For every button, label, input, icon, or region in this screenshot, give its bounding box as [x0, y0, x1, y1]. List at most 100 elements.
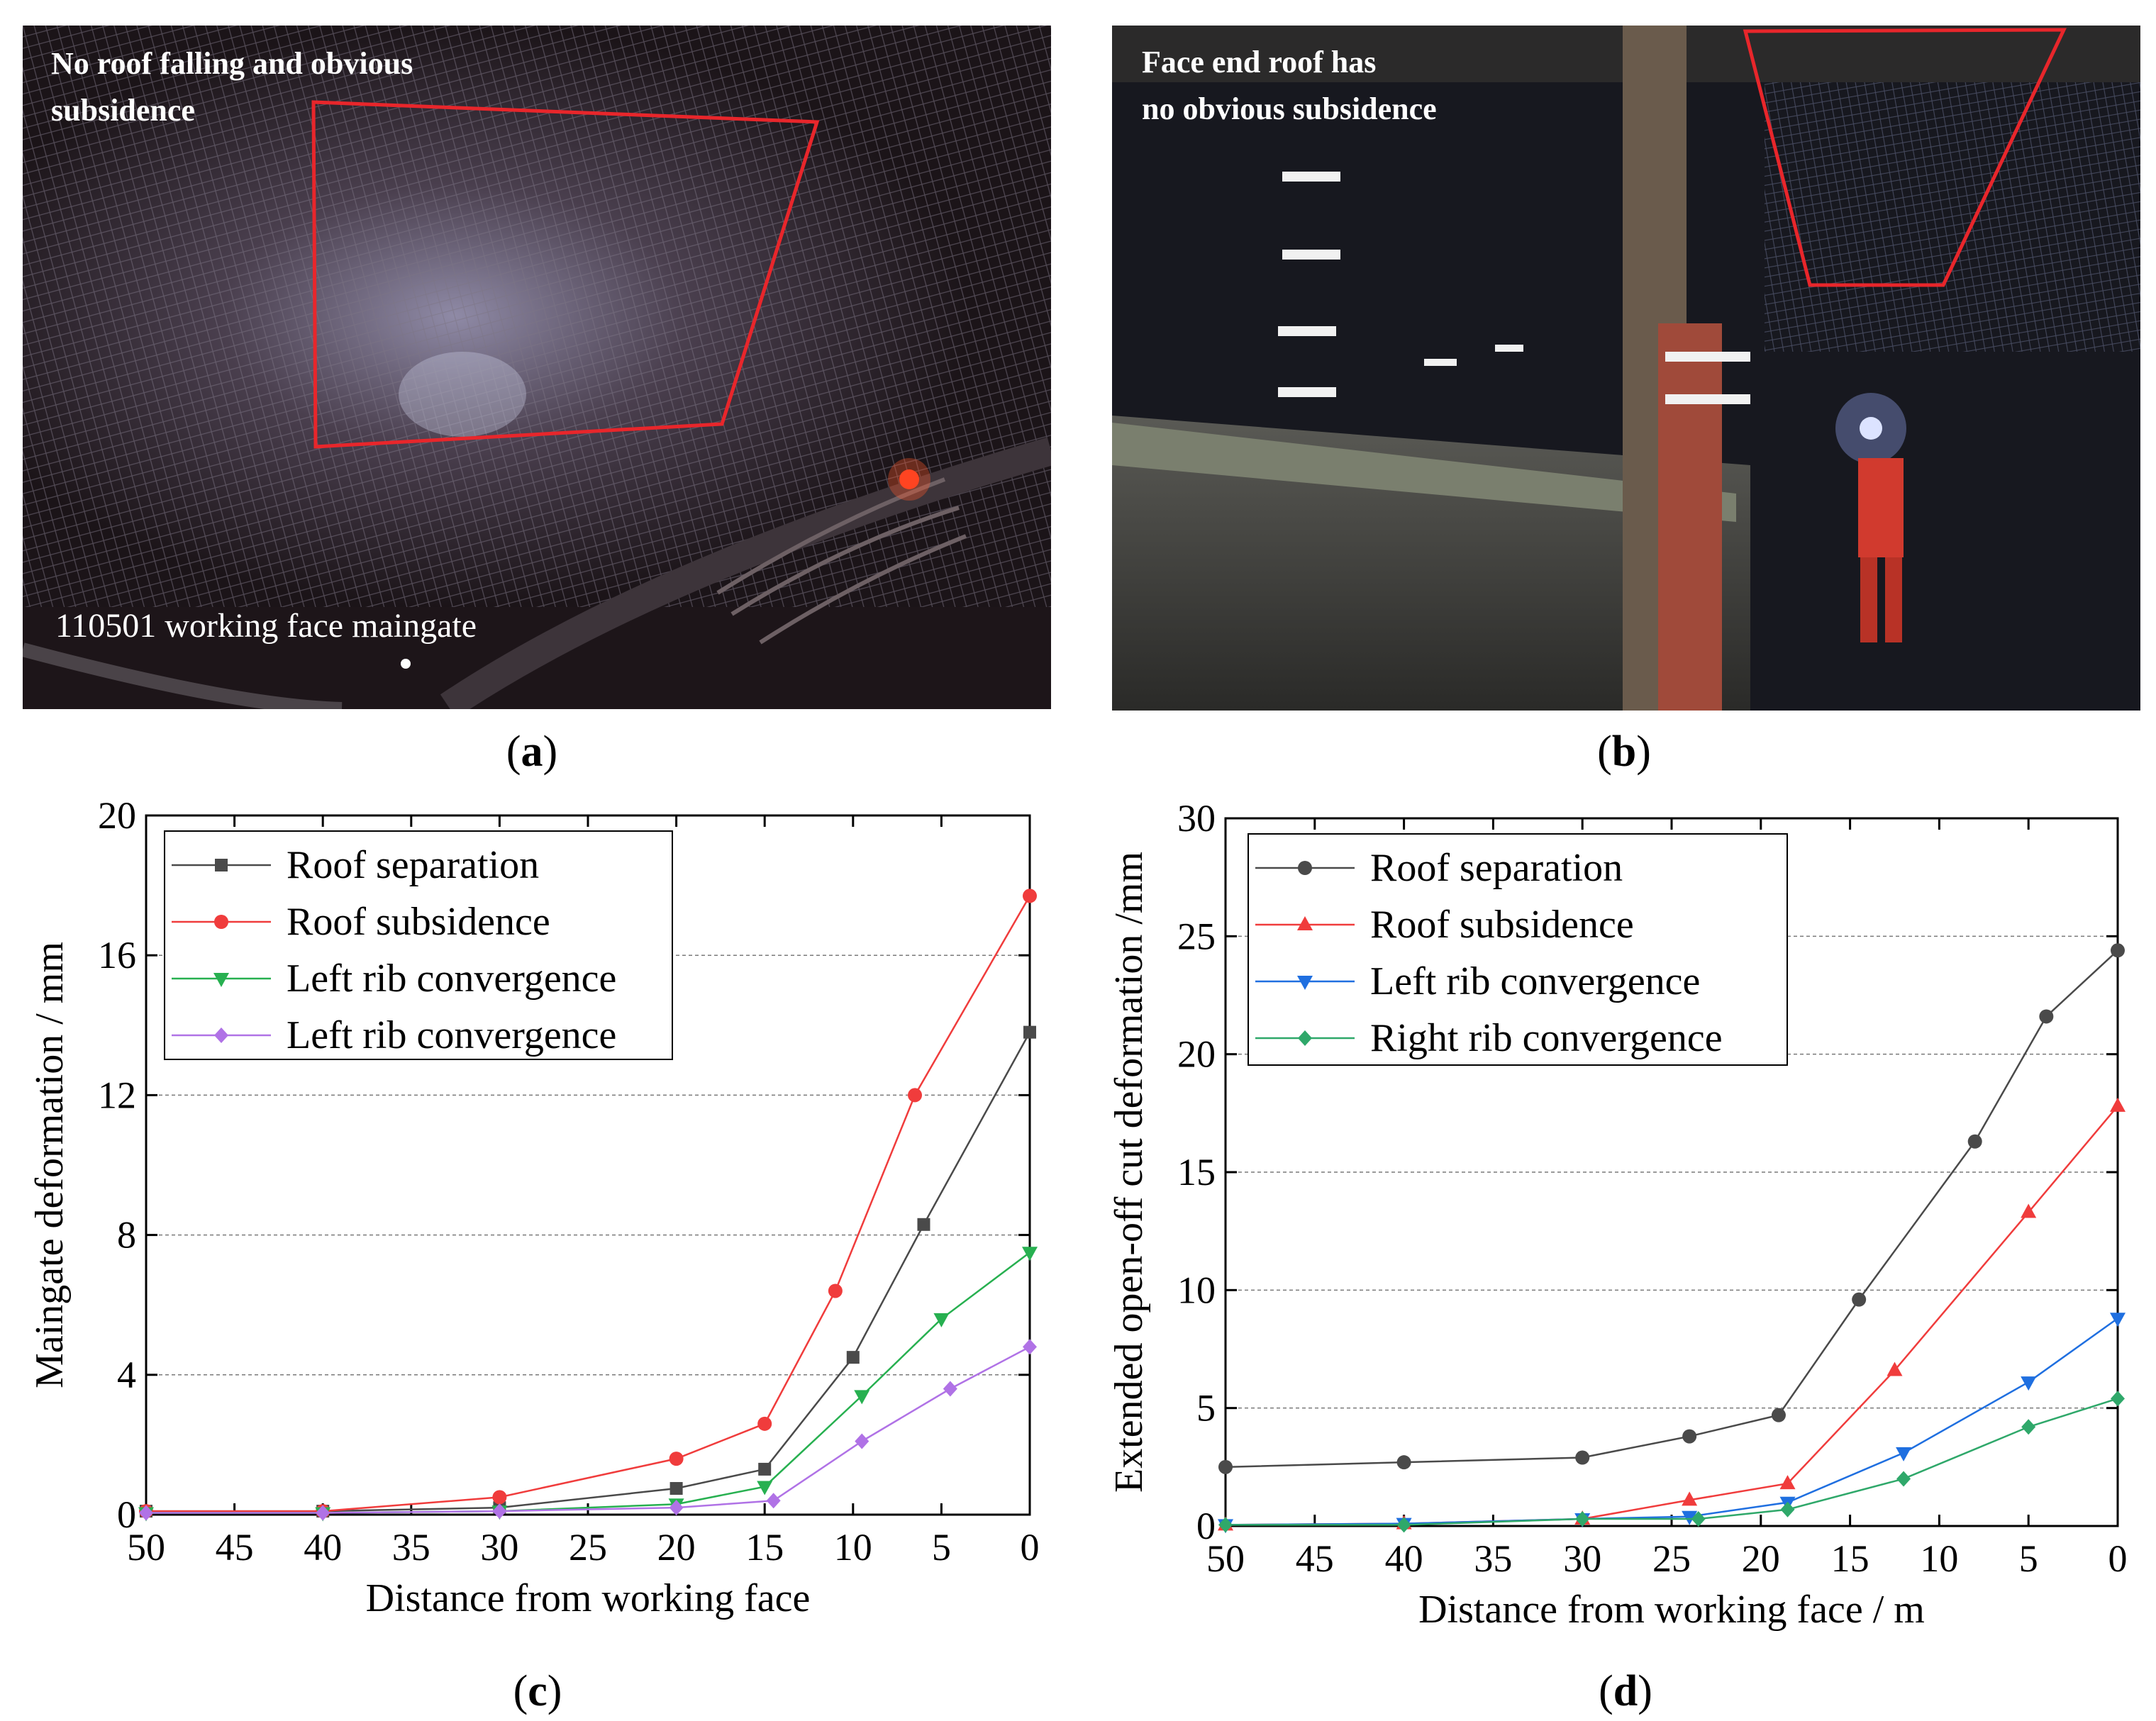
data-point [1022, 1247, 1038, 1261]
x-tick-label: 50 [1206, 1537, 1245, 1580]
data-point [758, 1462, 772, 1476]
highlight-box-b [1743, 28, 2067, 287]
overlay-text-b-line2: no obvious subsidence [1142, 91, 1437, 126]
caption-b-letter: b [1612, 728, 1636, 776]
data-point [316, 1505, 330, 1521]
x-tick-label: 20 [1742, 1537, 1780, 1580]
data-point [1218, 1459, 1233, 1474]
data-point [1691, 1511, 1706, 1527]
photo-panel-a: No roof falling and obvious subsidence 1… [23, 26, 1051, 709]
y-tick-label: 15 [1177, 1151, 1216, 1193]
legend-label: Roof subsidence [1370, 903, 1634, 947]
y-tick-label: 20 [98, 794, 136, 837]
data-point [1682, 1491, 1698, 1506]
series-line-4 [146, 1346, 1030, 1514]
x-tick-label: 10 [1920, 1537, 1958, 1580]
data-point [1967, 1134, 1982, 1149]
data-point [1779, 1475, 1796, 1490]
data-point [1023, 1025, 1036, 1039]
x-tick-label: 40 [1385, 1537, 1423, 1580]
legend-marker [1297, 976, 1313, 990]
data-point [2111, 1391, 2125, 1407]
data-point [1886, 1361, 1903, 1376]
data-point [1575, 1511, 1590, 1527]
y-tick-label: 0 [1196, 1505, 1216, 1547]
y-tick-label: 5 [1196, 1387, 1216, 1430]
data-point [1780, 1501, 1795, 1517]
legend-marker [214, 915, 228, 929]
x-tick-label: 25 [569, 1526, 607, 1569]
caption-c-letter: c [528, 1667, 548, 1715]
data-point [933, 1313, 950, 1327]
data-point [2111, 943, 2125, 958]
data-point [917, 1218, 930, 1231]
data-point [1771, 1408, 1786, 1422]
data-point [828, 1283, 843, 1298]
y-tick-label: 25 [1177, 915, 1216, 957]
x-axis-title: Distance from working face [366, 1576, 811, 1620]
highlight-box-a [311, 100, 820, 449]
data-point [846, 1351, 860, 1364]
legend-label: Left rib convergence [287, 1013, 616, 1057]
series-line-3 [146, 1252, 1030, 1514]
data-point [669, 1500, 684, 1516]
x-tick-label: 0 [1021, 1526, 1040, 1569]
x-tick-label: 35 [1474, 1537, 1512, 1580]
legend-label: Left rib convergence [287, 957, 616, 1001]
legend-marker [1298, 861, 1312, 875]
series-line-2 [146, 895, 1031, 1513]
x-tick-label: 50 [127, 1526, 165, 1569]
x-tick-label: 10 [834, 1526, 872, 1569]
legend-label: Right rib convergence [1370, 1016, 1723, 1060]
y-axis-title: Extended open-off cut deformation /mm [1107, 852, 1151, 1493]
data-point [492, 1503, 507, 1520]
x-tick-label: 45 [216, 1526, 254, 1569]
x-tick-label: 30 [1563, 1537, 1601, 1580]
series-line-1 [146, 1032, 1031, 1513]
legend-box [1248, 833, 1788, 1066]
legend-label: Roof subsidence [287, 900, 550, 944]
legend-marker [214, 1027, 228, 1043]
caption-a: (a) [506, 728, 557, 776]
y-axis-title: Maingate deformation / mm [28, 942, 72, 1388]
data-point [1896, 1471, 1911, 1487]
series-line-4 [1226, 1398, 2118, 1526]
x-tick-label: 35 [392, 1526, 430, 1569]
data-point [1896, 1447, 1912, 1461]
y-tick-label: 0 [117, 1493, 136, 1536]
data-point [943, 1381, 957, 1397]
overlay-text-b-line1: Face end roof has [1142, 45, 1376, 79]
data-point [1396, 1517, 1411, 1533]
legend-marker [1297, 916, 1313, 930]
data-point [766, 1493, 781, 1509]
x-tick-label: 30 [480, 1526, 518, 1569]
data-point [757, 1481, 773, 1496]
data-point [908, 1088, 923, 1103]
overlay-text-a-line2: subsidence [51, 93, 195, 128]
y-tick-label: 4 [117, 1354, 136, 1396]
chart-d: 50 45 40 35 30 25 20 15 10 5 0051015202530Distance… [1107, 797, 2128, 1715]
data-point [1852, 1292, 1867, 1307]
x-tick-label: 20 [657, 1526, 696, 1569]
y-tick-label: 8 [117, 1214, 136, 1257]
legend-marker [1298, 1030, 1312, 1046]
x-axis-title: Distance from working face / m [1418, 1588, 1925, 1632]
data-point [139, 1505, 153, 1521]
data-point [669, 1482, 683, 1496]
data-point [1682, 1510, 1698, 1525]
data-point [855, 1433, 869, 1449]
y-tick-label: 10 [1177, 1269, 1216, 1311]
data-point [2021, 1419, 2036, 1435]
data-point [2021, 1203, 2037, 1218]
data-point [1575, 1450, 1590, 1465]
data-point [669, 1452, 684, 1466]
y-tick-label: 12 [98, 1074, 136, 1116]
legend-box [164, 830, 673, 1060]
legend-marker [213, 973, 229, 987]
caption-d: (d) [1599, 1667, 1652, 1715]
caption-c: (c) [513, 1667, 562, 1715]
x-tick-label: 0 [2108, 1537, 2128, 1580]
data-point [2021, 1376, 2037, 1391]
legend-label: Left rib convergence [1370, 959, 1700, 1003]
